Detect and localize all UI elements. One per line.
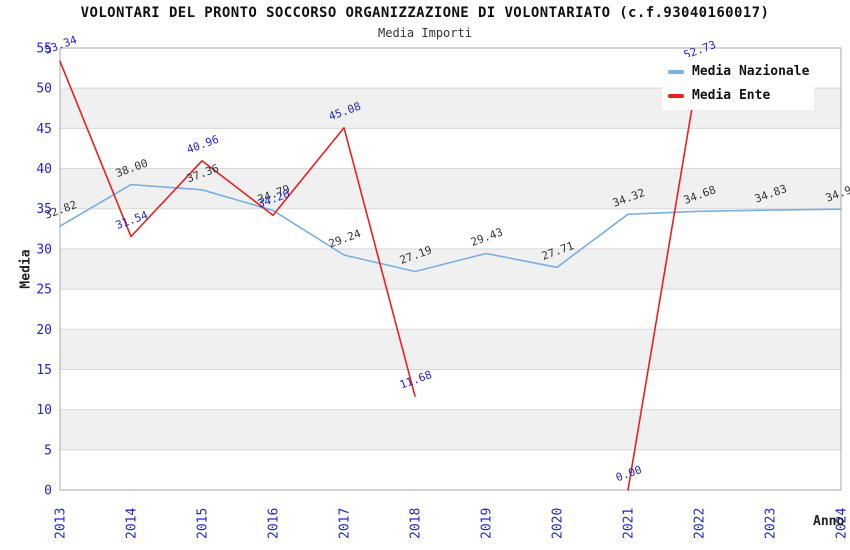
- legend-swatch-media-ente: [668, 93, 684, 98]
- series-line-media-nazionale: [59, 183, 842, 273]
- data-label-media-ente: 11.68: [398, 368, 434, 392]
- x-tick-label: 2020: [551, 508, 566, 539]
- legend-swatch-media-nazionale: [668, 69, 684, 74]
- series-line-media-ente: [59, 60, 700, 491]
- data-label-media-ente: 31.54: [114, 208, 150, 232]
- legend: Media Nazionale Media Ente: [662, 57, 814, 110]
- y-tick-label: 30: [36, 242, 52, 257]
- x-tick-label: 2021: [622, 508, 637, 539]
- y-tick-label: 10: [36, 403, 52, 418]
- x-tick-label: 2018: [409, 508, 424, 539]
- y-tick-label: 50: [36, 82, 52, 97]
- data-label-media-ente: 40.96: [185, 133, 221, 157]
- x-tick-label: 2016: [267, 508, 282, 539]
- legend-item-media-nazionale[interactable]: Media Nazionale: [668, 64, 810, 79]
- y-tick-label: 5: [44, 443, 52, 458]
- plot-border: [59, 47, 842, 491]
- grid-band: [60, 409, 841, 450]
- chart-subtitle: Media Importi: [378, 26, 472, 40]
- grid-band: [60, 248, 841, 290]
- y-tick-label: 45: [36, 122, 52, 137]
- grid-band: [60, 329, 841, 370]
- data-label-media-nazionale: 29.43: [469, 225, 505, 249]
- y-tick-label: 35: [36, 202, 52, 217]
- legend-label-media-nazionale: Media Nazionale: [692, 64, 810, 79]
- x-tick-label: 2023: [764, 508, 779, 539]
- y-tick-label: 0: [44, 484, 52, 499]
- y-tick-label: 20: [36, 323, 52, 338]
- x-tick-label: 2024: [835, 508, 850, 539]
- x-tick-label: 2019: [480, 508, 495, 539]
- y-axis-title: Media: [18, 249, 34, 289]
- y-tick-label: 40: [36, 162, 52, 177]
- x-tick-label: 2022: [693, 508, 708, 539]
- legend-label-media-ente: Media Ente: [692, 88, 771, 103]
- y-tick-label: 55: [36, 42, 52, 57]
- x-axis-title: Anno: [813, 514, 845, 529]
- x-tick-label: 2013: [54, 508, 69, 539]
- y-tick-label: 25: [36, 283, 52, 298]
- y-tick-label: 15: [36, 363, 52, 378]
- x-tick-label: 2014: [125, 508, 140, 539]
- x-tick-label: 2017: [338, 508, 353, 539]
- data-label-media-nazionale: 29.24: [327, 227, 363, 251]
- chart-title: VOLONTARI DEL PRONTO SOCCORSO ORGANIZZAZ…: [80, 5, 770, 21]
- legend-item-media-ente[interactable]: Media Ente: [668, 88, 808, 103]
- x-tick-label: 2015: [196, 508, 211, 539]
